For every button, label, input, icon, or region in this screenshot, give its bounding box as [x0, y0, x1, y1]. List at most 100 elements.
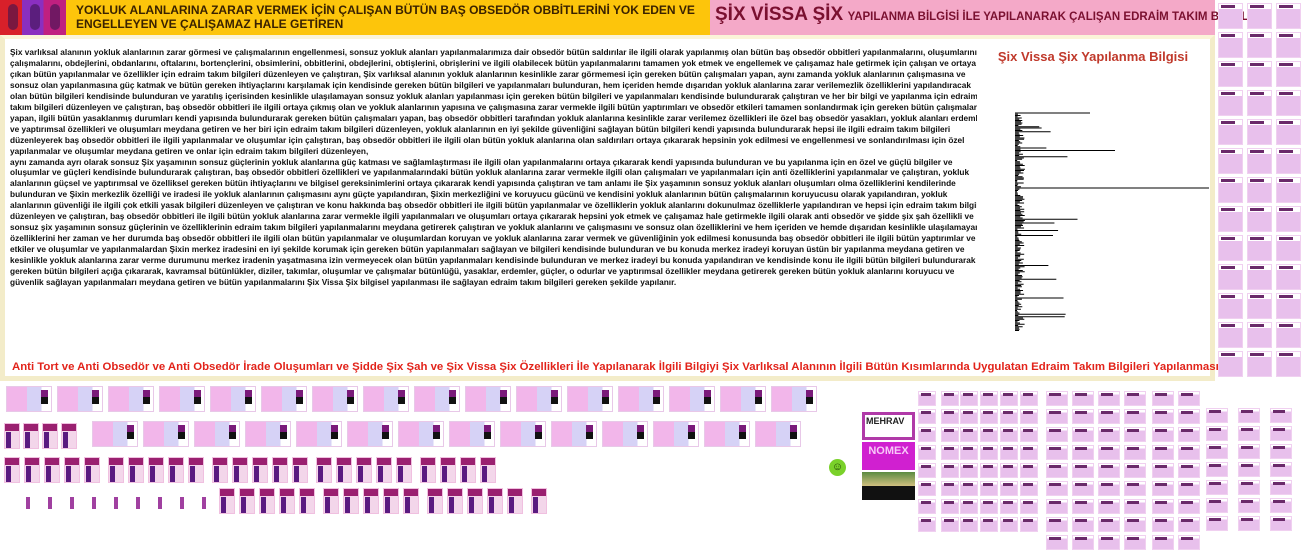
thumbnail-link[interactable]: [1098, 463, 1120, 478]
thumbnail-link[interactable]: [1000, 391, 1018, 406]
thumbnail-link[interactable]: [1124, 409, 1146, 424]
thumbnail-link[interactable]: [1072, 427, 1094, 442]
thumbnail-link[interactable]: [1247, 351, 1272, 377]
thumbnail-link[interactable]: [212, 457, 228, 483]
thumbnail-link[interactable]: [960, 517, 978, 532]
thumbnail-link[interactable]: [126, 497, 140, 509]
thumbnail-link[interactable]: [516, 386, 562, 412]
thumbnail-link[interactable]: [239, 488, 255, 514]
thumbnail-link[interactable]: [92, 421, 138, 447]
thumbnail-link[interactable]: [356, 457, 372, 483]
thumbnail-link[interactable]: [1124, 481, 1146, 496]
thumbnail-link[interactable]: [1072, 517, 1094, 532]
thumbnail-link[interactable]: [1218, 119, 1243, 145]
thumbnail-link[interactable]: [1247, 322, 1272, 348]
thumbnail-link[interactable]: [1218, 351, 1243, 377]
thumbnail-link[interactable]: [38, 497, 52, 509]
thumbnail-link[interactable]: [941, 391, 959, 406]
thumbnail-link[interactable]: [1247, 235, 1272, 261]
thumbnail-link[interactable]: [1218, 293, 1243, 319]
thumbnail-link[interactable]: [1270, 516, 1292, 531]
thumbnail-link[interactable]: [1000, 481, 1018, 496]
thumbnail-link[interactable]: [960, 391, 978, 406]
thumbnail-link[interactable]: [440, 457, 456, 483]
thumbnail-link[interactable]: [245, 421, 291, 447]
thumbnail-link[interactable]: [1270, 408, 1292, 423]
thumbnail-link[interactable]: [1124, 463, 1146, 478]
thumbnail-link[interactable]: [1178, 535, 1200, 550]
thumbnail-link[interactable]: [1276, 322, 1301, 348]
thumbnail-link[interactable]: [192, 497, 206, 509]
thumbnail-link[interactable]: [1206, 498, 1228, 513]
thumbnail-link[interactable]: [465, 386, 511, 412]
thumbnail-link[interactable]: [960, 409, 978, 424]
thumbnail-link[interactable]: [1276, 351, 1301, 377]
thumbnail-link[interactable]: [347, 421, 393, 447]
thumbnail-link[interactable]: [1276, 177, 1301, 203]
thumbnail-link[interactable]: [168, 457, 184, 483]
thumbnail-link[interactable]: [1247, 3, 1272, 29]
thumbnail-link[interactable]: [1072, 409, 1094, 424]
thumbnail-link[interactable]: [1072, 445, 1094, 460]
thumbnail-link[interactable]: [1238, 498, 1260, 513]
thumbnail-link[interactable]: [1072, 499, 1094, 514]
thumbnail-link[interactable]: [1046, 427, 1068, 442]
thumbnail-link[interactable]: [42, 423, 58, 449]
thumbnail-link[interactable]: [1247, 177, 1272, 203]
thumbnail-link[interactable]: [398, 421, 444, 447]
thumbnail-link[interactable]: [1098, 391, 1120, 406]
thumbnail-link[interactable]: [1238, 516, 1260, 531]
thumbnail-link[interactable]: [4, 457, 20, 483]
thumbnail-link[interactable]: [1218, 61, 1243, 87]
thumbnail-link[interactable]: [403, 488, 419, 514]
thumbnail-link[interactable]: [1270, 462, 1292, 477]
thumbnail-link[interactable]: [1152, 463, 1174, 478]
thumbnail-link[interactable]: [941, 481, 959, 496]
thumbnail-link[interactable]: [1046, 445, 1068, 460]
thumbnail-link[interactable]: [980, 517, 998, 532]
thumbnail-link[interactable]: [1178, 499, 1200, 514]
thumbnail-link[interactable]: [480, 457, 496, 483]
thumbnail-link[interactable]: [299, 488, 315, 514]
thumbnail-link[interactable]: [24, 457, 40, 483]
thumbnail-link[interactable]: [61, 423, 77, 449]
thumbnail-link[interactable]: [1046, 391, 1068, 406]
thumbnail-link[interactable]: [980, 409, 998, 424]
thumbnail-link[interactable]: [1276, 293, 1301, 319]
thumbnail-link[interactable]: [1276, 119, 1301, 145]
thumbnail-link[interactable]: [941, 499, 959, 514]
thumbnail-link[interactable]: [1124, 391, 1146, 406]
thumbnail-link[interactable]: [980, 463, 998, 478]
thumbnail-link[interactable]: [396, 457, 412, 483]
thumbnail-link[interactable]: [980, 391, 998, 406]
thumbnail-link[interactable]: [918, 427, 936, 442]
thumbnail-link[interactable]: [272, 457, 288, 483]
thumbnail-link[interactable]: [143, 421, 189, 447]
thumbnail-link[interactable]: [531, 488, 547, 514]
ad-banner-dark[interactable]: [862, 472, 915, 500]
thumbnail-link[interactable]: [1218, 206, 1243, 232]
thumbnail-link[interactable]: [64, 457, 80, 483]
thumbnail-link[interactable]: [1247, 61, 1272, 87]
thumbnail-link[interactable]: [1218, 264, 1243, 290]
thumbnail-link[interactable]: [1218, 32, 1243, 58]
thumbnail-link[interactable]: [487, 488, 503, 514]
thumbnail-link[interactable]: [194, 421, 240, 447]
thumbnail-link[interactable]: [460, 457, 476, 483]
thumbnail-link[interactable]: [1276, 264, 1301, 290]
thumbnail-link[interactable]: [1020, 481, 1038, 496]
thumbnail-link[interactable]: [1218, 90, 1243, 116]
thumbnail-link[interactable]: [6, 386, 52, 412]
thumbnail-link[interactable]: [1046, 463, 1068, 478]
thumbnail-link[interactable]: [1238, 426, 1260, 441]
thumbnail-link[interactable]: [1072, 535, 1094, 550]
thumbnail-link[interactable]: [1178, 463, 1200, 478]
thumbnail-link[interactable]: [507, 488, 523, 514]
thumbnail-link[interactable]: [1238, 408, 1260, 423]
thumbnail-link[interactable]: [1020, 391, 1038, 406]
thumbnail-link[interactable]: [1218, 177, 1243, 203]
thumbnail-link[interactable]: [1276, 206, 1301, 232]
thumbnail-link[interactable]: [1270, 480, 1292, 495]
thumbnail-link[interactable]: [1124, 499, 1146, 514]
thumbnail-link[interactable]: [467, 488, 483, 514]
